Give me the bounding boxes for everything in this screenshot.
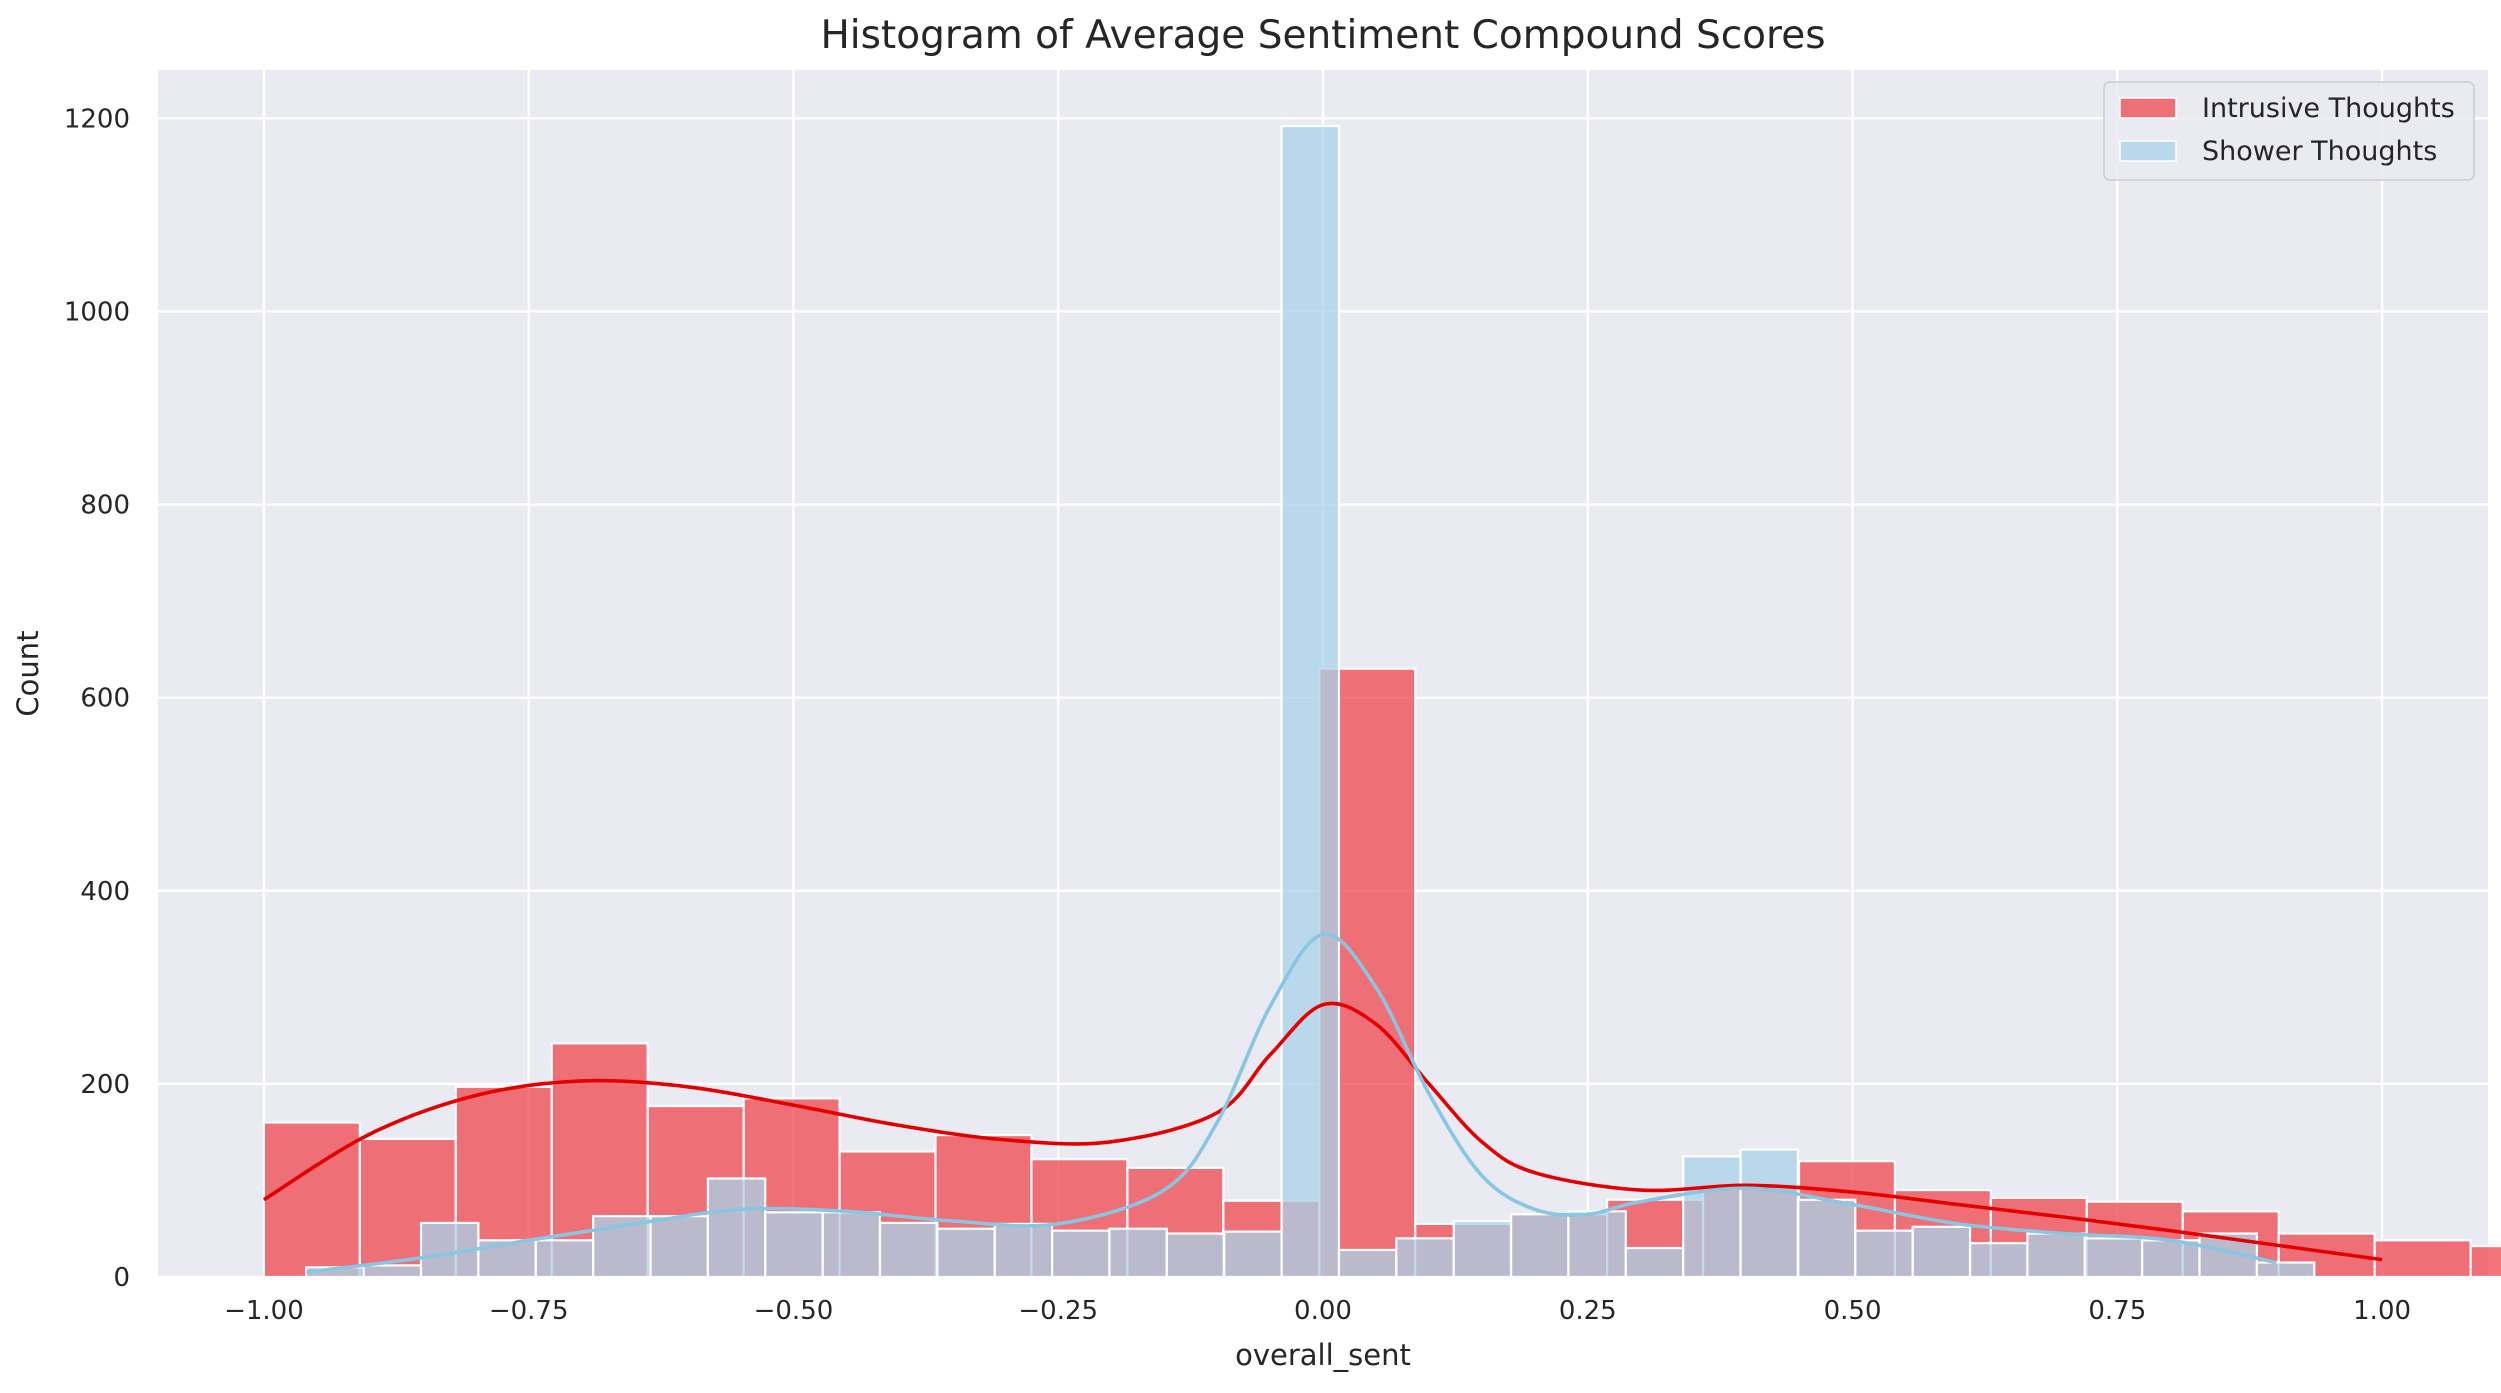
y-tick-label: 800 (80, 491, 130, 521)
shower-bar (1854, 1229, 1914, 1279)
intrusive-bar (2373, 1239, 2472, 1279)
kde-curves (262, 932, 2383, 1274)
shower-bar (993, 1222, 1054, 1279)
y-tick-label: 400 (80, 877, 130, 907)
x-tick-label: 0.25 (1559, 1296, 1617, 1326)
shower-bar (1223, 1230, 1283, 1279)
shower-bar (1509, 1213, 1570, 1279)
intrusive-kde-line (262, 1001, 2383, 1262)
shower-bar (649, 1215, 709, 1279)
shower-bar (1395, 1237, 1455, 1279)
x-tick-label: −0.25 (1018, 1296, 1098, 1326)
y-tick-label: 200 (80, 1070, 130, 1100)
shower-bar (1337, 1248, 1398, 1279)
x-tick-label: −0.75 (489, 1296, 569, 1326)
shower-bar (1280, 124, 1341, 1279)
shower-bar (2083, 1237, 2144, 1279)
shower-bar (1739, 1148, 1800, 1279)
x-tick-label: 1.00 (2353, 1296, 2411, 1326)
x-tick-label: 0.75 (2088, 1296, 2146, 1326)
shower-kde-line (306, 932, 2277, 1274)
legend: Intrusive Thoughts Shower Thoughts (2103, 81, 2475, 181)
shower-bar (2255, 1261, 2316, 1279)
shower-bar (534, 1239, 595, 1279)
y-axis-label: Count (11, 630, 45, 716)
shower-bar (1050, 1229, 1111, 1279)
legend-label-intrusive: Intrusive Thoughts (2202, 93, 2455, 124)
shower-bar (1567, 1210, 1627, 1279)
y-tick-label: 1000 (64, 297, 130, 327)
shower-bar (1682, 1155, 1742, 1279)
legend-swatch-shower (2119, 140, 2177, 162)
x-tick-label: −0.50 (754, 1296, 834, 1326)
legend-box (2103, 81, 2475, 181)
shower-bar (2026, 1232, 2086, 1279)
shower-bar (1968, 1242, 2029, 1279)
intrusive-bar (2469, 1245, 2501, 1279)
shower-bar (1796, 1198, 1857, 1279)
x-tick-label: −1.00 (224, 1296, 304, 1326)
shower-bar (821, 1211, 882, 1279)
shower-bar (878, 1221, 939, 1279)
shower-bar (1452, 1219, 1513, 1279)
shower-bar (1165, 1232, 1226, 1279)
x-tick-label: 0.50 (1824, 1296, 1882, 1326)
y-tick-label: 0 (113, 1263, 130, 1293)
legend-swatch-intrusive (2119, 97, 2177, 119)
shower-bar (706, 1177, 767, 1279)
x-tick-label: 0.00 (1294, 1296, 1352, 1326)
shower-bar (1108, 1227, 1168, 1279)
tick-labels: −1.00 −0.75 −0.50 −0.25 0.00 0.25 0.50 0.75 1.00… (64, 104, 2411, 1326)
chart-title: Histogram of Average Sentiment Compound … (820, 13, 1825, 58)
shower-bar (764, 1211, 824, 1279)
y-tick-label: 1200 (64, 104, 130, 134)
shower-bar (2141, 1239, 2201, 1279)
shower-bar (362, 1264, 423, 1279)
legend-label-shower: Shower Thoughts (2202, 136, 2437, 167)
shower-bar (936, 1227, 996, 1279)
shower-bar (1624, 1246, 1685, 1279)
x-axis-label: overall_sent (1235, 1338, 1411, 1372)
y-tick-label: 600 (80, 684, 130, 714)
shower-bar (1911, 1225, 1972, 1279)
